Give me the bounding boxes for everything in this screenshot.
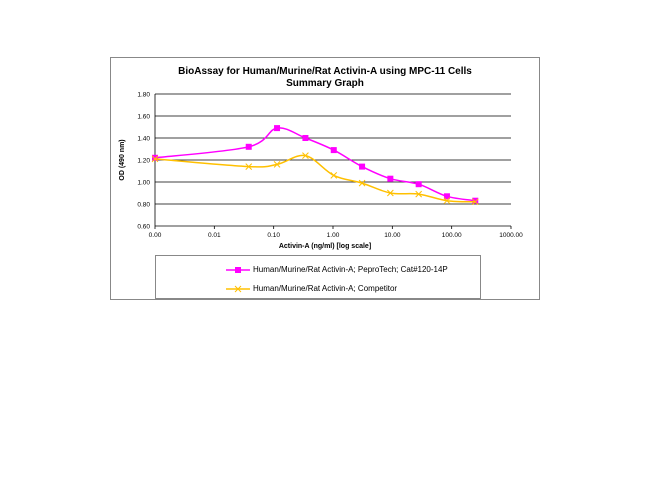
- y-tick-label: 1.80: [137, 92, 150, 99]
- chart-frame: [110, 57, 540, 300]
- x-tick-label: 10.00: [384, 232, 401, 239]
- legend-label: Human/Murine/Rat Activin-A; PeproTech; C…: [253, 265, 448, 274]
- legend-marker-square: [226, 266, 250, 273]
- y-tick-label: 1.40: [137, 136, 150, 143]
- y-tick-label: 0.80: [137, 202, 150, 209]
- chart-subtitle: Summary Graph: [286, 78, 364, 89]
- data-point-x: [415, 190, 423, 198]
- data-point-square: [359, 163, 366, 170]
- data-point-square: [387, 175, 394, 182]
- x-tick-label: 1.00: [327, 232, 340, 239]
- data-point-x: [386, 189, 394, 197]
- data-point-x: [358, 179, 366, 187]
- data-point-square: [443, 193, 450, 200]
- data-point-square: [152, 154, 158, 161]
- series-line-0: [154, 127, 476, 202]
- y-tick-label: 0.60: [137, 224, 150, 231]
- x-axis-label: Activin-A (ng/ml) [log scale]: [279, 243, 371, 250]
- data-point-square: [472, 197, 479, 204]
- x-tick-label: 0.01: [208, 232, 221, 239]
- data-point-x: [302, 152, 309, 159]
- data-point-x: [245, 163, 253, 170]
- data-point-x: [151, 155, 159, 163]
- x-tick-label: 0.00: [149, 232, 162, 239]
- data-point-square: [274, 125, 281, 132]
- data-point-x: [443, 197, 451, 205]
- legend: Human/Murine/Rat Activin-A; PeproTech; C…: [155, 255, 481, 299]
- chart-title: BioAssay for Human/Murine/Rat Activin-A …: [178, 66, 472, 77]
- data-point-x: [273, 161, 281, 168]
- legend-label: Human/Murine/Rat Activin-A; Competitor: [253, 284, 398, 293]
- data-point-square: [330, 147, 337, 154]
- data-point-x: [330, 172, 338, 179]
- legend-item-peprotech: Human/Murine/Rat Activin-A; PeproTech; C…: [226, 265, 448, 274]
- data-point-square: [415, 181, 422, 188]
- data-point-square: [245, 143, 252, 150]
- x-tick-label: 0.10: [267, 232, 280, 239]
- x-tick-label: 100.00: [442, 232, 462, 239]
- legend-item-competitor: Human/Murine/Rat Activin-A; Competitor: [226, 284, 397, 293]
- series-line-1: [154, 154, 476, 203]
- y-axis-label: OD (490 nm): [119, 139, 126, 180]
- data-point-square: [302, 135, 309, 141]
- y-tick-label: 1.00: [137, 180, 150, 187]
- legend-marker-x: [226, 285, 250, 292]
- y-tick-label: 1.60: [137, 114, 150, 121]
- data-point-x: [471, 198, 479, 206]
- y-tick-label: 1.20: [137, 158, 150, 165]
- x-tick-label: 1000.00: [499, 232, 523, 239]
